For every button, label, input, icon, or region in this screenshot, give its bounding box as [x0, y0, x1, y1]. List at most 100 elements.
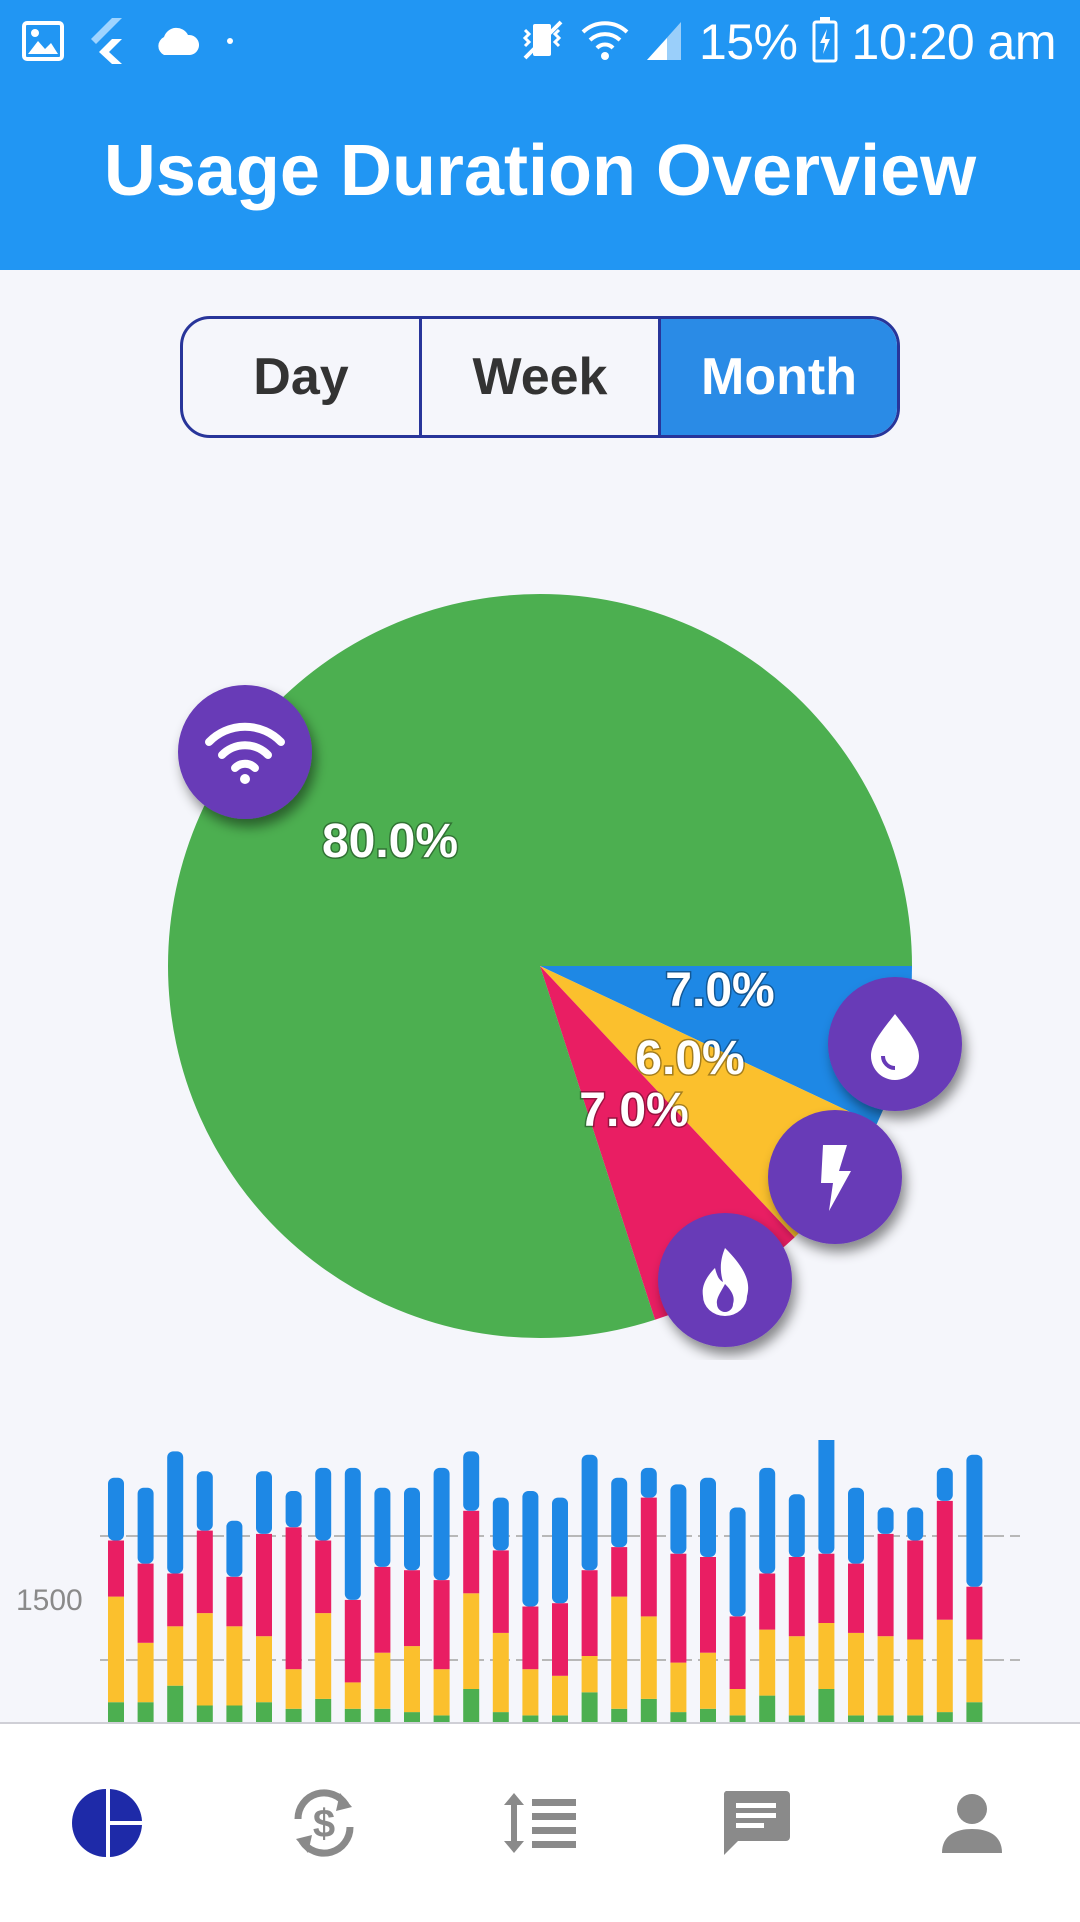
bar-segment-water: [285, 1491, 302, 1528]
bar-segment-water: [404, 1487, 420, 1571]
bar-segment-electricity: [196, 1613, 213, 1706]
electricity-badge[interactable]: [768, 1110, 902, 1244]
pie-label-gas: 7.0%: [579, 1084, 688, 1137]
bar-segment-water: [226, 1520, 243, 1577]
bar-segment-electricity: [936, 1619, 953, 1713]
usage-bar-chart: 1500: [0, 1440, 1080, 1722]
nav-profile[interactable]: [912, 1763, 1032, 1883]
bar-segment-gas: [729, 1616, 746, 1689]
bar-segment-water: [848, 1487, 864, 1564]
bar-segment-internet: [256, 1702, 272, 1722]
bar-segment-water: [167, 1451, 184, 1574]
pie-slice-water[interactable]: [540, 966, 912, 1125]
bar-segment-gas: [788, 1557, 805, 1637]
battery-percent: 15%: [698, 14, 798, 70]
bar-segment-water: [137, 1487, 154, 1564]
bar-segment-water: [907, 1507, 924, 1541]
bar-segment-gas: [167, 1573, 184, 1627]
period-month-button[interactable]: Month: [658, 319, 897, 435]
bar-segment-electricity: [167, 1626, 184, 1686]
bar-segment-gas: [670, 1553, 687, 1663]
bar-segment-gas: [433, 1580, 450, 1670]
bar-segment-water: [581, 1454, 598, 1571]
bar-segment-internet: [759, 1695, 776, 1722]
nav-messages[interactable]: [696, 1763, 816, 1883]
bar-segment-electricity: [759, 1629, 776, 1696]
bar-segment-electricity: [137, 1642, 154, 1703]
bar-segment-water: [196, 1471, 213, 1531]
bar-segment-internet: [848, 1715, 864, 1722]
bar-segment-internet: [463, 1689, 480, 1722]
currency-exchange-icon: $: [294, 1789, 354, 1857]
bar-segment-water: [611, 1477, 628, 1548]
nav-dashboard[interactable]: [48, 1763, 168, 1883]
bar-segment-gas: [907, 1540, 924, 1640]
bar-segment-internet: [552, 1715, 568, 1722]
bar-segment-gas: [848, 1563, 864, 1633]
bar-segment-gas: [700, 1557, 716, 1653]
bar-segment-electricity: [226, 1626, 243, 1706]
bar-segment-internet: [966, 1702, 983, 1722]
bar-segment-internet: [877, 1715, 894, 1722]
bar-segment-electricity: [877, 1636, 894, 1716]
bar-segment-electricity: [522, 1669, 539, 1716]
bar-segment-water: [522, 1491, 539, 1607]
bar-segment-gas: [611, 1547, 628, 1597]
usage-pie-chart: 80.0% 7.0% 6.0% 7.0%: [0, 560, 1080, 1360]
bar-segment-internet: [226, 1705, 243, 1722]
bar-segment-internet: [404, 1712, 420, 1722]
bar-segment-electricity: [729, 1689, 746, 1716]
status-bar: 15% 10:20 am: [0, 0, 1080, 84]
water-badge[interactable]: [828, 977, 962, 1111]
person-icon: [942, 1794, 1002, 1853]
bar-segment-internet: [374, 1708, 391, 1722]
bar-segment-internet: [196, 1705, 213, 1722]
pie-slice-internet[interactable]: [168, 594, 913, 1339]
bar-segment-water: [492, 1497, 509, 1551]
cloud-icon: [152, 25, 200, 62]
nav-records[interactable]: [480, 1763, 600, 1883]
bar-segment-gas: [640, 1497, 657, 1617]
bar-segment-water: [315, 1467, 332, 1541]
bar-segment-internet: [907, 1715, 924, 1722]
battery-icon: [812, 16, 838, 68]
bar-segment-water: [936, 1467, 953, 1501]
bar-segment-gas: [463, 1510, 480, 1594]
bar-segment-electricity: [492, 1632, 509, 1713]
period-day-button[interactable]: Day: [253, 348, 349, 406]
bar-segment-gas: [256, 1533, 272, 1637]
bar-segment-electricity: [374, 1652, 391, 1709]
bar-segment-gas: [374, 1566, 391, 1653]
nav-payments[interactable]: $: [264, 1763, 384, 1883]
bar-segment-internet: [285, 1708, 302, 1722]
bar-segment-water: [640, 1467, 657, 1498]
wifi-badge[interactable]: [178, 685, 312, 819]
bar-segment-electricity: [966, 1639, 983, 1703]
bar-segment-internet: [137, 1702, 154, 1722]
pie-label-electricity: 6.0%: [635, 1032, 744, 1085]
bar-segment-electricity: [344, 1682, 361, 1709]
bar-segment-gas: [552, 1603, 568, 1676]
bar-segment-electricity: [611, 1596, 628, 1709]
bar-segment-internet: [167, 1685, 184, 1722]
bar-segment-water: [729, 1507, 746, 1617]
bar-segment-gas: [492, 1550, 509, 1633]
bar-segment-electricity: [700, 1652, 716, 1709]
water-drop-icon: [871, 1014, 919, 1080]
bar-segment-gas: [226, 1576, 243, 1627]
bar-segment-electricity: [108, 1596, 124, 1703]
bar-segment-water: [463, 1451, 480, 1511]
gas-badge[interactable]: [658, 1213, 792, 1347]
period-week-button[interactable]: Week: [419, 319, 658, 435]
bar-segment-gas: [936, 1500, 953, 1620]
bar-segment-electricity: [788, 1636, 805, 1716]
bar-segment-gas: [404, 1570, 420, 1647]
sort-list-icon: [504, 1793, 576, 1853]
bottom-navigation: $: [0, 1722, 1080, 1922]
bar-segment-water: [344, 1467, 361, 1600]
bar-segment-internet: [936, 1712, 953, 1722]
bar-segment-internet: [108, 1702, 124, 1722]
fire-icon: [702, 1248, 749, 1316]
bar-segment-electricity: [670, 1662, 687, 1713]
bar-segment-water: [670, 1484, 687, 1554]
